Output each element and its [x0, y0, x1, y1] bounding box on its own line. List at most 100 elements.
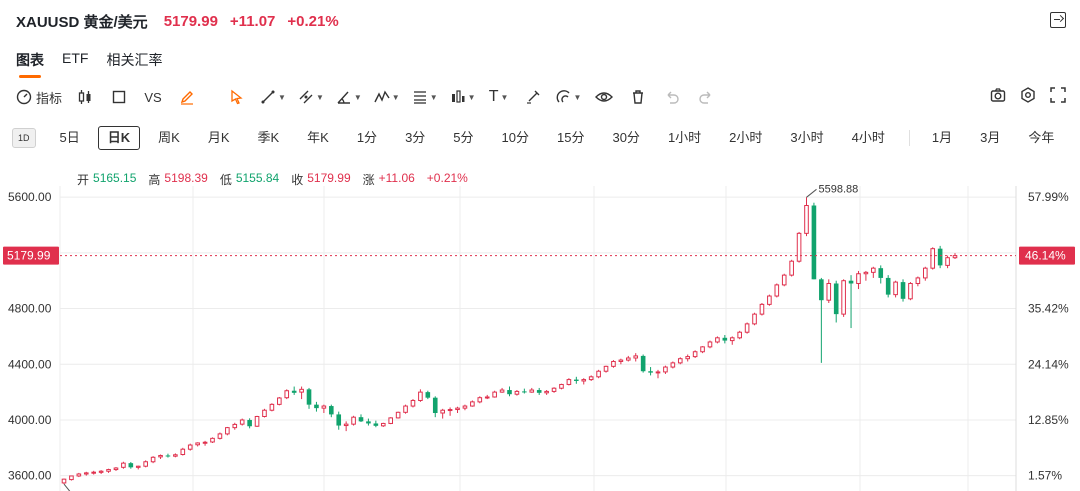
tab-chart[interactable]: 图表 [16, 52, 44, 78]
candle-body-up [225, 427, 230, 435]
y-tick-label-right: 57.99% [1028, 190, 1069, 204]
compare-button[interactable]: VS [142, 86, 164, 108]
candle-body-up [343, 423, 349, 427]
candle-body-up [588, 376, 594, 381]
candle-body-up [529, 389, 535, 393]
period-yearly[interactable]: 年K [307, 130, 329, 145]
period-5d[interactable]: 5日 [59, 130, 80, 145]
tab-bar: 图表 ETF 相关汇率 [16, 50, 163, 78]
pattern-tool[interactable]: ▼ [374, 86, 400, 108]
period-daily[interactable]: 日K [97, 126, 141, 150]
magnet-tool[interactable] [522, 86, 544, 108]
toolbar-right [990, 86, 1066, 108]
candle-body-up [789, 260, 794, 276]
candle-body-up [633, 355, 639, 359]
fibonacci-tool[interactable]: ▼ [412, 86, 438, 108]
period-3m[interactable]: 3分 [405, 130, 426, 145]
change-label: 涨 [362, 173, 375, 187]
period-weekly[interactable]: 周K [158, 130, 180, 145]
tab-related-fx[interactable]: 相关汇率 [106, 52, 163, 68]
range-ytd[interactable]: 今年 [1028, 130, 1055, 145]
candlestick-icon [78, 90, 91, 104]
low-value: 5155.84 [235, 171, 280, 185]
candle-body-down [314, 404, 319, 409]
candle-body-up [202, 441, 208, 444]
visibility-toggle[interactable] [593, 86, 615, 108]
period-quarterly[interactable]: 季K [257, 130, 280, 145]
candle-body-down [247, 419, 252, 427]
candle-body-up [715, 337, 720, 343]
period-2h[interactable]: 2小时 [729, 130, 763, 145]
candle-body-down [358, 417, 364, 422]
channel-tool[interactable]: ▼ [298, 86, 324, 108]
period-10m[interactable]: 10分 [501, 130, 529, 145]
candle-body-down [328, 406, 334, 415]
candle-body-up [729, 337, 735, 342]
divider [908, 130, 910, 146]
fullscreen-button[interactable] [1050, 86, 1066, 108]
screenshot-button[interactable] [990, 87, 1006, 108]
period-1m[interactable]: 1分 [356, 130, 378, 145]
period-15m[interactable]: 15分 [557, 130, 585, 145]
candle-body-up [477, 397, 483, 403]
candle-body-up [871, 267, 876, 273]
candle-body-up [83, 472, 89, 475]
settings-button[interactable] [1020, 86, 1036, 108]
candle-body-up [284, 390, 290, 399]
change-pct-value: +0.21% [426, 171, 468, 185]
candle-body-up [544, 390, 549, 394]
brush-button[interactable] [176, 86, 198, 108]
period-5m[interactable]: 5分 [453, 130, 474, 145]
candle-body-up [299, 388, 304, 393]
candle-body-up [707, 341, 713, 348]
candle-body-up [930, 248, 936, 269]
measure-tool[interactable]: ▼ [450, 86, 476, 108]
line-tool[interactable]: ▼ [260, 86, 286, 108]
chevron-down-icon: ▼ [315, 92, 324, 102]
min-annotation-leader [63, 483, 71, 491]
candle-body-up [566, 379, 572, 385]
candle-body-up [551, 387, 557, 392]
period-1h[interactable]: 1小时 [667, 130, 702, 145]
period-monthly[interactable]: 月K [207, 130, 230, 145]
period-tick[interactable]: 1D [12, 128, 36, 148]
period-4h[interactable]: 4小时 [851, 130, 885, 145]
max-annotation-label: 5598.88 [819, 183, 859, 195]
indicators-button[interactable]: 指标 [16, 86, 62, 108]
text-tool[interactable]: T ▼ [488, 86, 510, 108]
candle-body-up [76, 473, 82, 477]
candle-body-up [321, 405, 327, 409]
candle-body-up [603, 365, 609, 372]
candle-body-up [195, 442, 200, 446]
delete-drawings-button[interactable] [627, 86, 649, 108]
chevron-down-icon: ▼ [500, 92, 509, 102]
candle-body-up [670, 362, 676, 368]
cursor-icon [231, 89, 243, 105]
range-3-months[interactable]: 3月 [980, 130, 1001, 145]
candle-body-down [507, 390, 512, 395]
high-label: 高 [148, 173, 161, 187]
period-30m[interactable]: 30分 [612, 130, 640, 145]
lock-tool[interactable]: ▼ [556, 86, 581, 108]
candle-body-down [165, 455, 171, 457]
candle-body-down [128, 463, 134, 468]
open-value: 5165.15 [93, 171, 137, 185]
candle-type-button[interactable] [74, 86, 96, 108]
exit-fullscreen-icon[interactable] [1050, 12, 1066, 28]
period-3h[interactable]: 3小时 [790, 130, 824, 145]
candle-body-down [306, 389, 312, 405]
redo-button[interactable] [695, 86, 717, 108]
angle-tool[interactable]: ▼ [336, 86, 362, 108]
range-1-month[interactable]: 1月 [931, 130, 953, 145]
candle-body-down [722, 337, 728, 341]
tab-etf[interactable]: ETF [62, 50, 89, 66]
current-pct-tag-label: 46.14% [1025, 249, 1066, 263]
bar-measure-icon [451, 90, 465, 103]
wave-pattern-icon [374, 90, 390, 103]
highlighter-icon [526, 90, 540, 104]
undo-button[interactable] [661, 86, 683, 108]
angle-icon [337, 91, 350, 104]
layout-button[interactable] [108, 86, 130, 108]
cursor-tool[interactable] [226, 86, 248, 108]
